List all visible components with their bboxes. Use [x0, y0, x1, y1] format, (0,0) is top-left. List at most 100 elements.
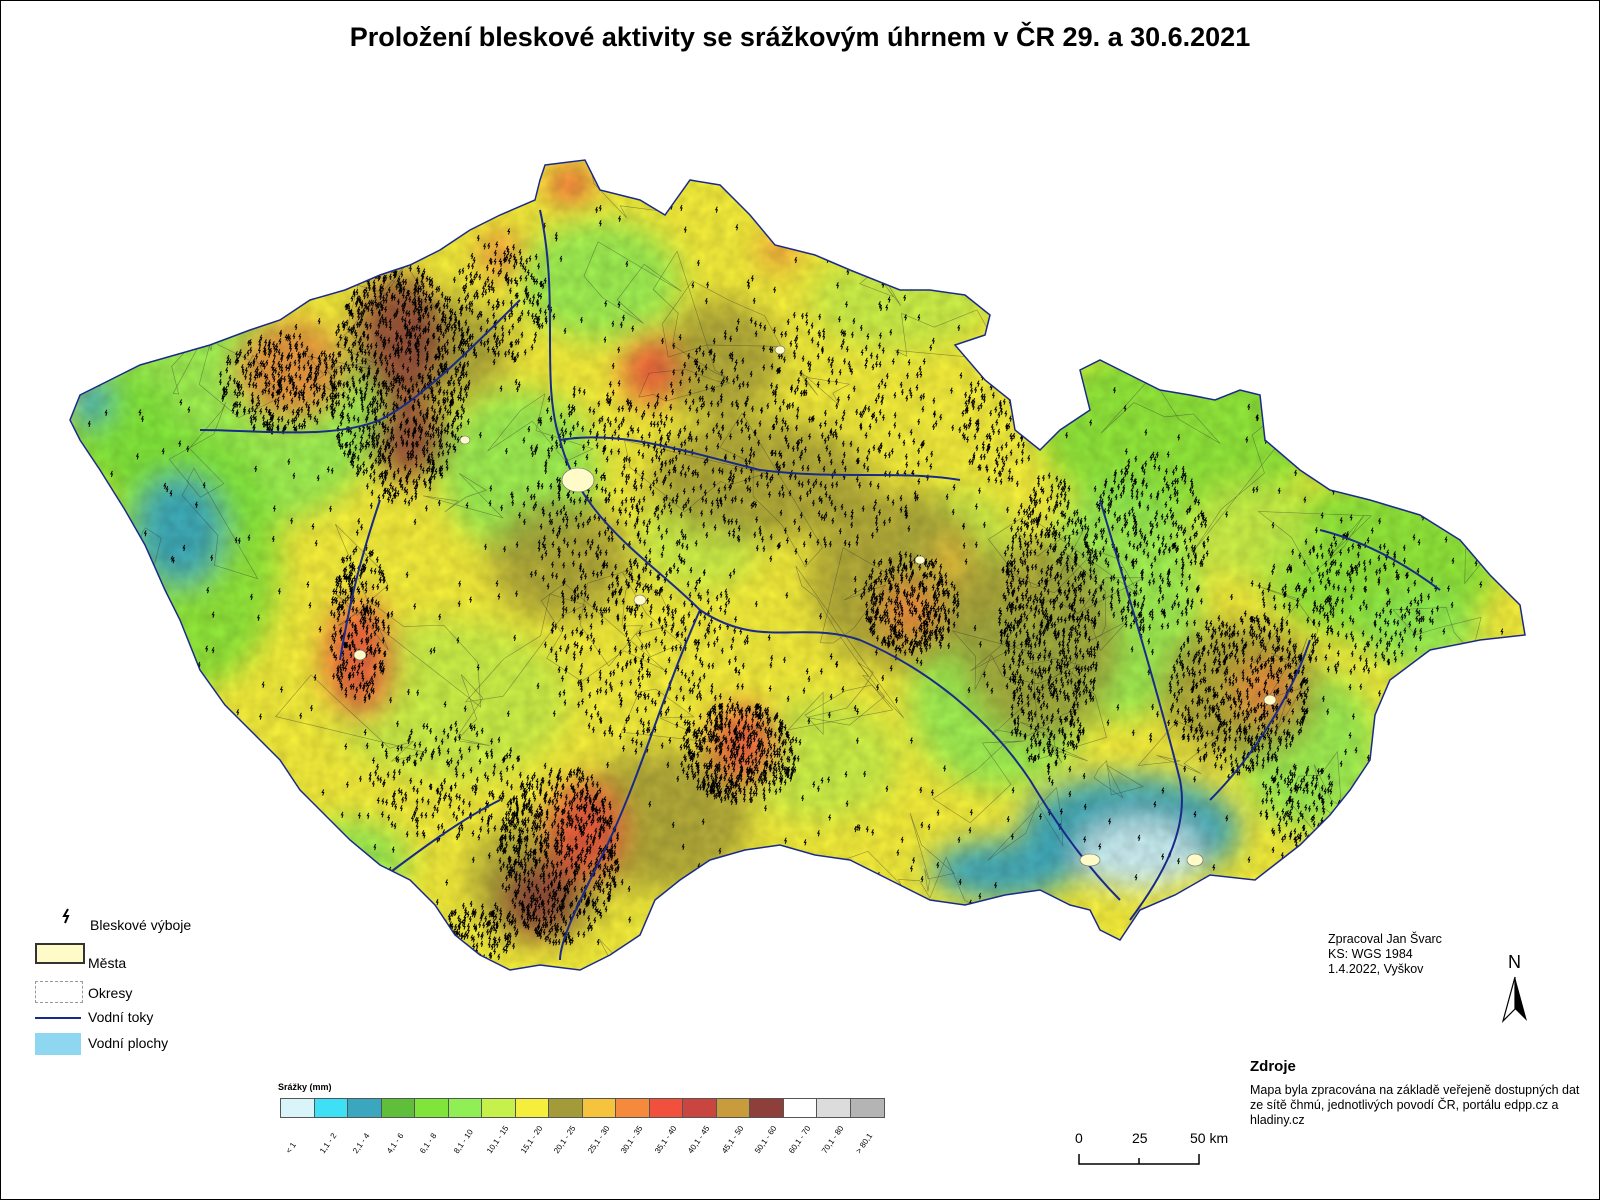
city-area — [1186, 853, 1204, 867]
district-boundary — [620, 688, 712, 743]
river — [559, 609, 701, 961]
north-label: N — [1508, 952, 1521, 972]
district-boundary — [1019, 721, 1089, 764]
precip-swatch — [515, 1099, 549, 1117]
district-boundary — [98, 212, 197, 316]
district-boundary — [787, 684, 894, 736]
scale-bar — [1078, 1154, 1200, 1165]
city-area — [459, 435, 471, 445]
lightning-strikes — [87, 201, 1511, 965]
district-boundary — [652, 250, 729, 379]
river — [199, 299, 521, 434]
river — [1209, 639, 1311, 801]
cities — [353, 345, 1277, 867]
precip-swatch — [850, 1099, 884, 1117]
district-boundary — [909, 813, 956, 892]
city-area — [353, 649, 367, 661]
district-boundary — [1221, 160, 1280, 190]
district-boundary — [987, 786, 1064, 861]
precip-swatch — [415, 1099, 449, 1117]
precip-swatch — [716, 1099, 750, 1117]
district-boundary — [1365, 821, 1427, 889]
district-boundary — [951, 630, 1081, 690]
credit-date: 1.4.2022, Vyškov — [1328, 962, 1424, 976]
city-area — [1263, 694, 1277, 706]
credit-block: Zpracoval Jan Švarc KS: WGS 1984 1.4.202… — [1328, 932, 1442, 977]
district-boundary — [1093, 760, 1144, 799]
north-arrow-icon — [1501, 976, 1527, 1023]
precip-swatch — [750, 1099, 784, 1117]
city-area — [1079, 853, 1101, 867]
precip-legend-swatches — [280, 1098, 885, 1118]
legend-cities-swatch — [35, 943, 85, 964]
district-boundary — [662, 280, 782, 358]
district-boundary — [719, 412, 823, 568]
district-boundary — [1392, 607, 1482, 654]
legend-cities: Města — [88, 955, 127, 971]
district-boundary — [624, 440, 768, 513]
scale-label-0: 0 — [1075, 1130, 1083, 1146]
river — [539, 209, 861, 641]
legend-water-bodies: Vodní plochy — [88, 1035, 169, 1051]
legend-rivers: Vodní toky — [88, 1009, 154, 1025]
precip-swatch — [616, 1099, 650, 1117]
precip-swatch — [549, 1099, 583, 1117]
precip-swatch — [582, 1099, 616, 1117]
map-title: Proložení bleskové aktivity se srážkovým… — [349, 22, 1251, 52]
river — [1319, 529, 1441, 591]
scale-label-50km: 50 km — [1190, 1130, 1229, 1146]
city-area — [774, 345, 786, 355]
district-boundary — [583, 241, 682, 324]
credit-crs: KS: WGS 1984 — [1328, 947, 1413, 961]
legend-water-swatch — [35, 1033, 81, 1055]
district-boundary — [335, 523, 389, 651]
district-boundary — [181, 467, 259, 580]
district-boundary — [795, 565, 905, 719]
legend-lightning: Bleskové výboje — [90, 917, 192, 933]
district-boundary — [70, 206, 143, 287]
precip-swatch — [314, 1099, 348, 1117]
river — [379, 799, 501, 881]
credit-author: Zpracoval Jan Švarc — [1328, 932, 1442, 946]
legend-districts-swatch — [35, 981, 83, 1003]
river — [1099, 499, 1183, 921]
district-boundary — [464, 593, 587, 703]
scale-label-25: 25 — [1132, 1130, 1148, 1146]
district-boundary — [168, 401, 227, 498]
district-boundary — [622, 572, 682, 658]
river — [559, 436, 961, 481]
legend-rivers-line — [35, 1017, 81, 1019]
district-boundary — [70, 530, 94, 582]
district-boundary — [806, 662, 885, 726]
district-boundary — [998, 174, 1074, 261]
district-boundary — [1257, 511, 1372, 575]
precip-swatch — [281, 1099, 315, 1117]
sources-text: Mapa byla zpracována na základě veřejeně… — [1250, 1083, 1580, 1127]
precip-legend-title: Srážky (mm) — [278, 1082, 332, 1092]
rivers — [199, 209, 1441, 961]
city-area — [633, 594, 647, 606]
district-boundary — [128, 214, 202, 329]
district-boundary — [1466, 191, 1525, 236]
precip-swatch — [817, 1099, 851, 1117]
precip-swatch — [649, 1099, 683, 1117]
sources-title: Zdroje — [1250, 1058, 1296, 1075]
river — [339, 499, 381, 661]
lightning-strike-marks — [87, 201, 1511, 965]
city-area — [561, 467, 595, 493]
precip-swatch — [381, 1099, 415, 1117]
district-boundary — [454, 674, 490, 746]
city-area — [914, 555, 926, 565]
district-boundary — [333, 592, 482, 708]
district-boundary — [1326, 243, 1393, 288]
district-boundary — [487, 393, 594, 462]
precip-swatch — [683, 1099, 717, 1117]
precip-swatch — [482, 1099, 516, 1117]
precip-swatch — [448, 1099, 482, 1117]
district-boundary — [423, 473, 504, 519]
precip-swatch — [348, 1099, 382, 1117]
district-boundary — [70, 871, 146, 915]
district-boundary — [638, 369, 731, 402]
